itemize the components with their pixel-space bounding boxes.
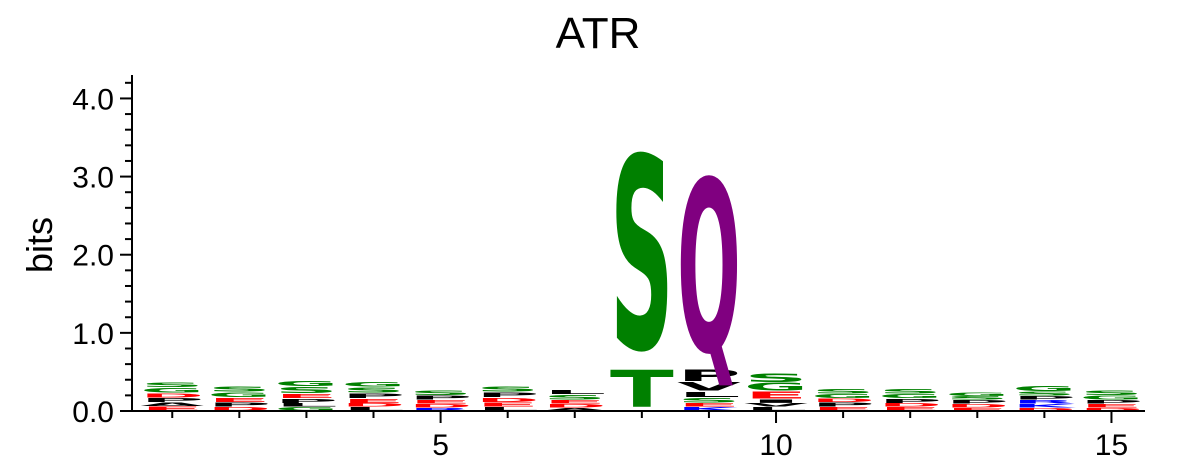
x-tick-label: 15 xyxy=(1095,429,1128,462)
y-tick-label: 3.0 xyxy=(72,162,114,195)
logo-letter-d: D xyxy=(811,398,875,403)
logo-letter-e: E xyxy=(342,398,406,404)
logo-letter-g: G xyxy=(275,406,339,411)
logo-letter-p: P xyxy=(811,402,875,409)
logo-letter-e: E xyxy=(140,405,204,411)
logo-letter-l: L xyxy=(476,406,540,411)
logo-letter-g: G xyxy=(744,381,808,393)
logo-letter-s: S xyxy=(275,385,339,395)
logo-letter-p: P xyxy=(878,398,942,405)
logo-letter-s: S xyxy=(140,381,204,389)
y-tick-label: 4.0 xyxy=(72,83,114,116)
logo-letter-g: G xyxy=(275,379,339,388)
logo-letter-v: V xyxy=(744,402,808,407)
logo-letter-g: G xyxy=(140,387,204,395)
logo-letter-l: L xyxy=(275,402,339,407)
logo-letter-d: D xyxy=(207,406,271,411)
logo-letter-s: S xyxy=(1080,389,1144,397)
logo-letter-s: S xyxy=(945,395,1009,400)
logo-letter-p: P xyxy=(1013,395,1077,400)
logo-letter-r: R xyxy=(1013,399,1077,404)
logo-letter-s: S xyxy=(610,104,674,411)
logo-letter-e: E xyxy=(945,407,1009,411)
logo-letter-e: E xyxy=(409,399,473,404)
logo-letter-p: P xyxy=(207,402,271,409)
logo-letter-a: A xyxy=(543,407,607,411)
y-axis-label: bits xyxy=(19,217,60,273)
logo-letter-s: S xyxy=(811,387,875,395)
logo-letter-q: Q xyxy=(677,132,741,407)
logo-letter-e: E xyxy=(811,406,875,411)
logo-letter-s: S xyxy=(677,397,741,405)
logo-letter-e: E xyxy=(207,397,271,403)
logo-letter-g: G xyxy=(945,391,1009,396)
logo-letter-p: P xyxy=(945,399,1009,404)
logo-letter-l: L xyxy=(677,390,741,399)
logo-letter-e: E xyxy=(543,399,607,404)
logo-letter-s: S xyxy=(1013,391,1077,397)
logo-letter-t: T xyxy=(610,360,674,420)
axis-ticks: 0.0 1.0 2.0 3.0 4.0 5 10 15 xyxy=(72,81,1128,462)
logo-letter-e: E xyxy=(275,393,339,399)
logo-letter-d: D xyxy=(409,403,473,408)
y-tick-label: 1.0 xyxy=(72,318,114,351)
axes xyxy=(131,75,1145,412)
logo-letter-s: S xyxy=(744,372,808,385)
logo-letter-s: S xyxy=(476,385,540,394)
logo-letter-p: P xyxy=(677,366,741,384)
logo-letter-l: L xyxy=(744,406,808,411)
y-tick-label: 0.0 xyxy=(72,396,114,429)
logo-letter-e: E xyxy=(476,402,540,408)
logo-letter-p: P xyxy=(476,391,540,399)
logo-letter-p: P xyxy=(342,392,406,400)
logo-letter-a: A xyxy=(140,402,204,407)
logo-letter-p: P xyxy=(140,397,204,404)
logo-letter-s: S xyxy=(543,394,607,402)
logo-letter-d: D xyxy=(342,402,406,407)
logo-letter-s: S xyxy=(207,385,271,394)
logo-letter-e: E xyxy=(744,390,808,401)
logo-letter-d: D xyxy=(140,392,204,399)
chart-title: ATR xyxy=(556,9,641,58)
logo-letter-e: E xyxy=(1080,403,1144,408)
logo-letter-i: I xyxy=(744,399,808,404)
logo-letter-p: P xyxy=(409,394,473,401)
x-tick-label: 10 xyxy=(759,429,792,462)
logo-letter-e: E xyxy=(677,402,741,407)
logo-letter-g: G xyxy=(1013,384,1077,393)
logo-letter-g: G xyxy=(878,393,942,399)
logo-letter-d: D xyxy=(1013,407,1077,411)
logo-letter-d: D xyxy=(878,402,942,407)
logo-letter-k: K xyxy=(1013,403,1077,408)
logo-letter-l: L xyxy=(342,406,406,411)
logo-letter-d: D xyxy=(543,403,607,408)
logo-letter-g: G xyxy=(811,393,875,399)
logo-letter-d: D xyxy=(945,403,1009,408)
x-tick-label: 5 xyxy=(432,429,449,462)
logo-letter-g: G xyxy=(342,380,406,388)
logo-letter-p: P xyxy=(275,398,339,405)
logo-letter-d: D xyxy=(476,397,540,404)
logo-letter-s: S xyxy=(878,387,942,395)
logo-letter-g: G xyxy=(207,391,271,399)
y-tick-label: 2.0 xyxy=(72,240,114,273)
logo-letter-l: L xyxy=(543,389,607,396)
logo-letter-e: E xyxy=(878,406,942,411)
logo-letter-v: V xyxy=(677,380,741,393)
logo-letter-p: P xyxy=(1080,399,1144,404)
logo-letter-d: D xyxy=(1080,407,1144,411)
logo-letter-r: R xyxy=(409,407,473,411)
logo-letter-s: S xyxy=(409,389,473,397)
logo-letter-g: G xyxy=(1080,394,1144,400)
logo-letter-k: K xyxy=(677,406,741,411)
logo-letter-s: S xyxy=(342,386,406,395)
